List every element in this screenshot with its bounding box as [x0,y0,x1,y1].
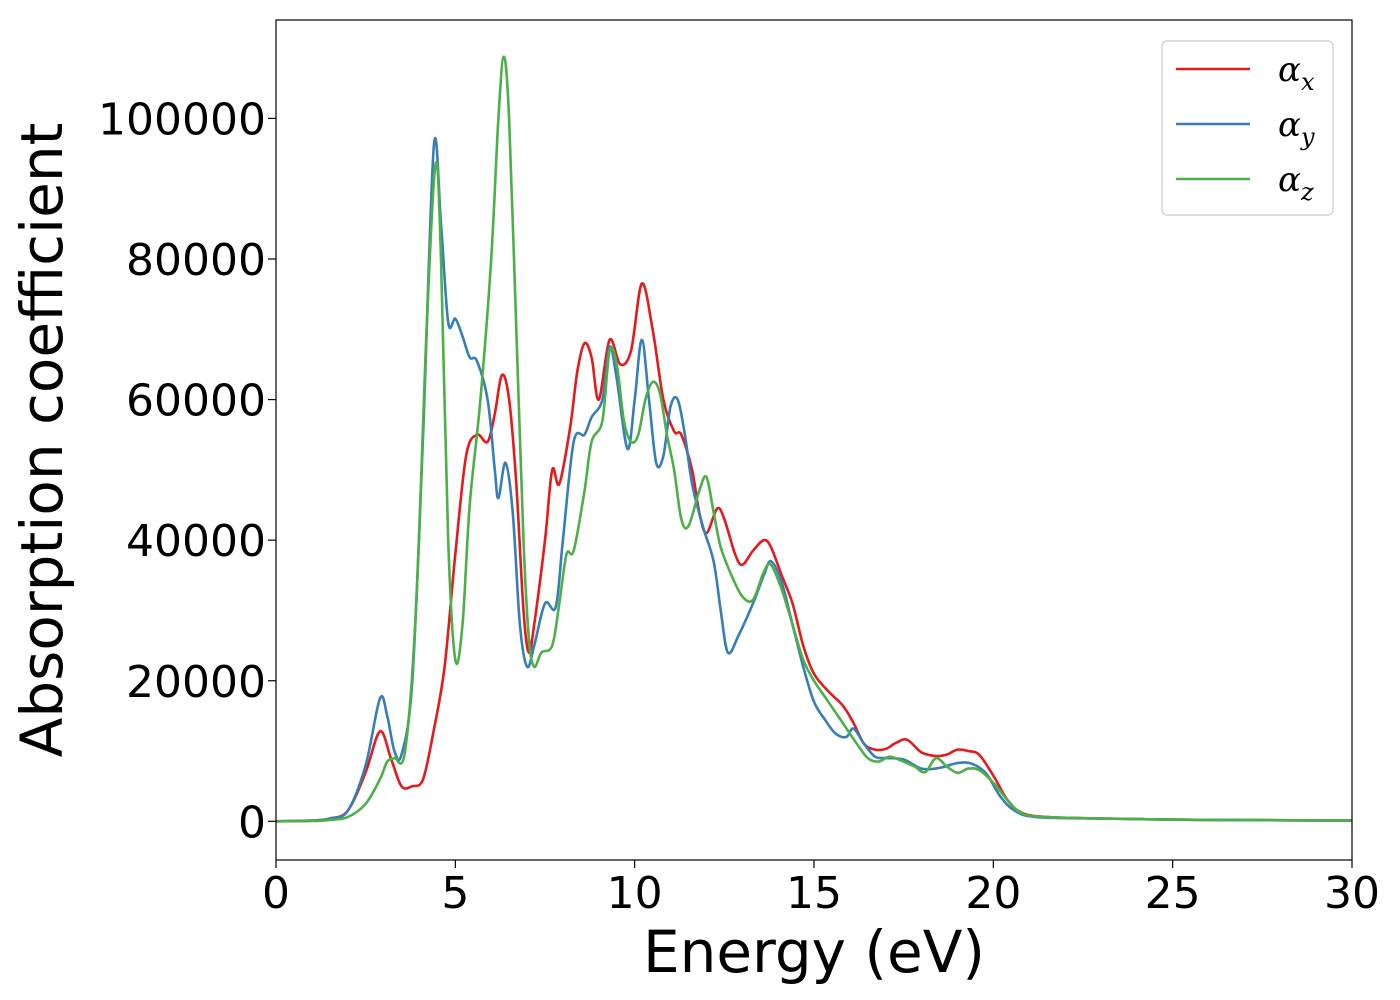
y-axis-title: Absorption coefficient [8,123,76,758]
series-line-alpha-y [276,136,1352,823]
y-tick-label: 0 [238,797,266,848]
y-tick-label: 40000 [126,516,266,567]
x-tick-label: 5 [441,868,469,919]
y-tick-label: 20000 [126,657,266,708]
x-tick-label: 10 [607,868,663,919]
series-layer [276,55,1352,823]
x-tick-label: 25 [1145,868,1201,919]
legend-box [1161,40,1334,216]
series-line-alpha-z [276,55,1352,823]
x-axis: 0 5 10 15 20 25 30 [262,860,1380,919]
x-axis-title: Energy (eV) [643,918,985,986]
y-axis: 0 20000 40000 60000 80000 100000 [98,94,276,848]
y-tick-label: 60000 [126,376,266,427]
series-line-alpha-x [276,282,1352,823]
y-tick-label: 80000 [126,235,266,286]
x-tick-label: 20 [965,868,1021,919]
y-tick-label: 100000 [98,94,266,145]
x-tick-label: 15 [786,868,842,919]
x-tick-label: 0 [262,868,290,919]
x-tick-label: 30 [1324,868,1380,919]
